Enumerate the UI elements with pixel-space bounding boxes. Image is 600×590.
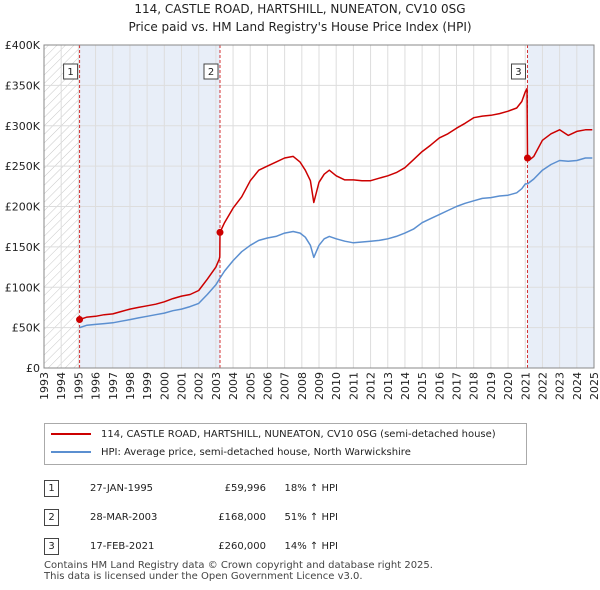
x-tick-label: 1999	[141, 372, 154, 400]
sale-date: 27-JAN-1995	[90, 483, 154, 494]
sale-label: 2	[208, 67, 214, 78]
y-tick-label: £150K	[5, 241, 41, 254]
sale-hpi-change: 14% ↑ HPI	[284, 541, 338, 552]
legend-swatch-hpi	[51, 451, 91, 453]
x-tick-label: 2025	[588, 372, 600, 400]
x-tick-label: 2010	[330, 372, 343, 400]
sale-index-badge: 3	[44, 538, 59, 555]
sale-point	[216, 228, 224, 236]
sale-date: 17-FEB-2021	[90, 541, 155, 552]
y-tick-label: £400K	[5, 39, 41, 52]
sale-index-badge: 1	[44, 480, 59, 497]
x-tick-label: 2008	[296, 372, 309, 400]
x-tick-label: 2019	[485, 372, 498, 400]
sales-table: 1 27-JAN-1995 £59,996 18% ↑ HPI 2 28-MAR…	[44, 474, 338, 561]
x-tick-label: 2018	[468, 372, 481, 400]
x-tick-label: 1998	[124, 372, 137, 400]
table-row: 1 27-JAN-1995 £59,996 18% ↑ HPI	[44, 474, 338, 503]
x-tick-label: 2004	[227, 372, 240, 400]
sale-price: £260,000	[218, 541, 266, 552]
x-tick-label: 2007	[279, 372, 292, 400]
x-tick-label: 2002	[193, 372, 206, 400]
legend-entry-property: 114, CASTLE ROAD, HARTSHILL, NUNEATON, C…	[51, 427, 496, 443]
x-tick-label: 2006	[261, 372, 274, 400]
y-tick-label: £50K	[12, 322, 41, 335]
x-tick-label: 2016	[433, 372, 446, 400]
x-tick-label: 1994	[55, 372, 68, 400]
sale-date: 28-MAR-2003	[90, 512, 158, 523]
chart-title: 114, CASTLE ROAD, HARTSHILL, NUNEATON, C…	[134, 2, 465, 16]
x-tick-label: 1993	[38, 372, 51, 400]
x-tick-label: 2005	[244, 372, 257, 400]
x-tick-label: 1996	[90, 372, 103, 400]
sale-point	[523, 154, 531, 162]
y-tick-label: £100K	[5, 281, 41, 294]
x-tick-label: 1997	[107, 372, 120, 400]
legend-entry-hpi: HPI: Average price, semi-detached house,…	[51, 445, 411, 461]
sale-label-box	[510, 63, 526, 80]
x-tick-label: 2022	[536, 372, 549, 400]
footer-licence: This data is licensed under the Open Gov…	[44, 571, 363, 582]
y-tick-label: £200K	[5, 201, 41, 214]
x-tick-label: 2017	[451, 372, 464, 400]
legend-label-hpi: HPI: Average price, semi-detached house,…	[101, 447, 411, 458]
sale-price: £59,996	[224, 483, 266, 494]
x-tick-label: 2014	[399, 372, 412, 400]
x-tick-label: 2024	[571, 372, 584, 400]
sale-label: 1	[67, 67, 73, 78]
series-line-hpi	[79, 157, 593, 329]
x-tick-label: 2015	[416, 372, 429, 400]
x-tick-label: 2009	[313, 372, 326, 400]
x-tick-label: 2023	[554, 372, 567, 400]
x-tick-label: 2012	[365, 372, 378, 400]
x-tick-label: 2003	[210, 372, 223, 400]
table-row: 3 17-FEB-2021 £260,000 14% ↑ HPI	[44, 532, 338, 561]
footer: Contains HM Land Registry data © Crown c…	[44, 560, 433, 582]
y-tick-label: £350K	[5, 79, 41, 92]
sale-label-box	[63, 63, 79, 80]
plot-frame	[43, 44, 595, 369]
y-tick-label: £300K	[5, 120, 41, 133]
legend-swatch-property	[51, 433, 91, 435]
table-row: 2 28-MAR-2003 £168,000 51% ↑ HPI	[44, 503, 338, 532]
sale-index-badge: 2	[44, 509, 59, 526]
x-tick-label: 2021	[519, 372, 532, 400]
x-tick-label: 2020	[502, 372, 515, 400]
legend-label-property: 114, CASTLE ROAD, HARTSHILL, NUNEATON, C…	[101, 429, 496, 440]
y-tick-label: £0	[26, 362, 40, 375]
sale-price: £168,000	[218, 512, 266, 523]
sale-hpi-change: 51% ↑ HPI	[284, 512, 338, 523]
y-tick-label: £250K	[5, 160, 41, 173]
x-tick-label: 1995	[72, 372, 85, 400]
chart-subtitle: Price paid vs. HM Land Registry's House …	[128, 20, 471, 34]
sale-hpi-change: 18% ↑ HPI	[284, 483, 338, 494]
price-chart: 114, CASTLE ROAD, HARTSHILL, NUNEATON, C…	[5, 2, 600, 400]
series-line-property	[79, 87, 593, 321]
chart-legend: 114, CASTLE ROAD, HARTSHILL, NUNEATON, C…	[44, 423, 527, 465]
x-tick-label: 2013	[382, 372, 395, 400]
sale-point	[76, 316, 84, 324]
footer-copyright: Contains HM Land Registry data © Crown c…	[44, 560, 433, 571]
x-tick-label: 2011	[347, 372, 360, 400]
x-tick-label: 2000	[158, 372, 171, 400]
sale-label-box	[203, 63, 219, 80]
sale-label: 3	[515, 67, 521, 78]
x-tick-label: 2001	[176, 372, 189, 400]
